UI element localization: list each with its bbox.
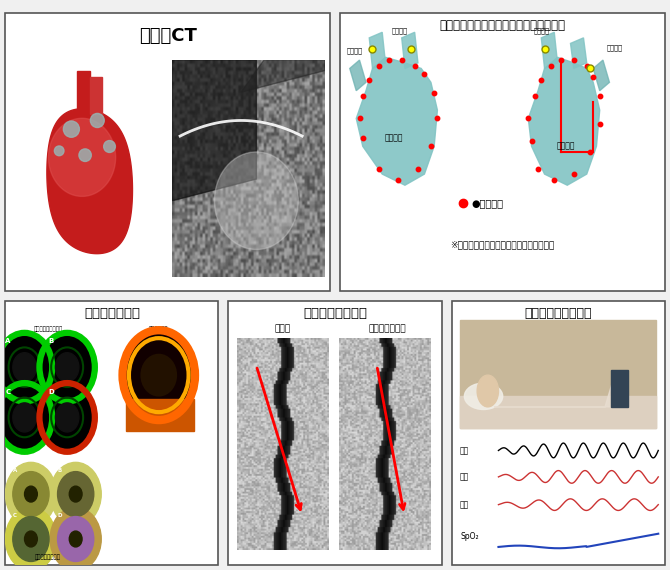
Ellipse shape — [464, 383, 502, 409]
Text: ※他に悪い場所があればその場で追加治療: ※他に悪い場所があればその場で追加治療 — [450, 241, 555, 250]
Text: B: B — [48, 339, 53, 344]
Text: C: C — [13, 512, 17, 518]
Ellipse shape — [79, 149, 91, 161]
Text: 腹壁: 腹壁 — [460, 500, 470, 509]
Circle shape — [56, 353, 79, 382]
Text: 睡眠時無呼吸の検査: 睡眠時無呼吸の検査 — [525, 307, 592, 320]
Text: C: C — [5, 389, 11, 394]
Bar — [611, 370, 628, 407]
Bar — [460, 396, 656, 428]
Polygon shape — [593, 60, 610, 91]
Text: 冠動脈血管内超音波: 冠動脈血管内超音波 — [34, 326, 62, 332]
Circle shape — [40, 333, 95, 402]
Circle shape — [69, 486, 82, 502]
Text: 左房後面: 左房後面 — [556, 142, 575, 151]
Circle shape — [13, 471, 49, 516]
Text: ●焼灼部位: ●焼灼部位 — [472, 198, 503, 208]
Text: 冠動脈血管内視鏡: 冠動脈血管内視鏡 — [35, 555, 61, 560]
Polygon shape — [570, 38, 587, 68]
Polygon shape — [172, 60, 257, 201]
Text: 胸郭: 胸郭 — [460, 473, 470, 482]
Bar — [460, 320, 656, 428]
Text: D: D — [58, 512, 62, 518]
Text: 治療前: 治療前 — [275, 324, 291, 333]
Text: 左肺静脈: 左肺静脈 — [392, 27, 408, 34]
Text: D: D — [48, 389, 54, 394]
Ellipse shape — [54, 146, 64, 156]
Text: B: B — [58, 467, 62, 473]
Circle shape — [5, 507, 56, 570]
Text: 冠動脈画像診断: 冠動脈画像診断 — [84, 307, 140, 320]
Polygon shape — [494, 386, 622, 407]
Circle shape — [13, 353, 36, 382]
Polygon shape — [47, 109, 133, 254]
Circle shape — [25, 531, 38, 547]
Circle shape — [56, 403, 79, 432]
Polygon shape — [402, 32, 418, 68]
Text: SpO₂: SpO₂ — [460, 532, 479, 541]
Ellipse shape — [64, 121, 79, 137]
Text: 気流: 気流 — [460, 446, 470, 455]
Circle shape — [25, 486, 38, 502]
Text: 下肢虚血の治療例: 下肢虚血の治療例 — [303, 307, 367, 320]
Circle shape — [0, 333, 52, 402]
Circle shape — [50, 462, 101, 526]
Circle shape — [13, 516, 49, 561]
Circle shape — [13, 403, 36, 432]
Polygon shape — [529, 58, 600, 185]
Text: 光干渉断層法: 光干渉断層法 — [149, 326, 169, 332]
Polygon shape — [541, 32, 557, 68]
Text: 発作性心房細動のカテーテル心筋焼灼術: 発作性心房細動のカテーテル心筋焼灼術 — [440, 19, 565, 32]
Polygon shape — [48, 119, 116, 197]
Circle shape — [5, 462, 56, 526]
Circle shape — [40, 383, 95, 452]
Polygon shape — [241, 60, 325, 92]
Ellipse shape — [90, 113, 105, 128]
Circle shape — [58, 471, 94, 516]
Polygon shape — [356, 58, 438, 185]
Bar — [126, 399, 194, 431]
Circle shape — [50, 507, 101, 570]
Ellipse shape — [477, 375, 498, 407]
Circle shape — [0, 383, 52, 452]
Text: 左肺静脈: 左肺静脈 — [533, 27, 549, 34]
Polygon shape — [369, 32, 385, 68]
Text: 右肺静脈: 右肺静脈 — [346, 47, 362, 54]
Text: 冠動脈CT: 冠動脈CT — [139, 27, 196, 46]
Circle shape — [146, 359, 172, 391]
Text: A: A — [5, 339, 11, 344]
Ellipse shape — [104, 141, 115, 152]
Text: 右肺静脈: 右肺静脈 — [606, 44, 622, 51]
Polygon shape — [350, 60, 366, 91]
Polygon shape — [90, 77, 102, 114]
Ellipse shape — [214, 152, 298, 250]
Polygon shape — [78, 71, 90, 114]
Circle shape — [69, 531, 82, 547]
Circle shape — [58, 516, 94, 561]
Circle shape — [123, 330, 195, 420]
Text: ステント留置後: ステント留置後 — [369, 324, 406, 333]
Text: 左房前面: 左房前面 — [385, 133, 403, 142]
Text: A: A — [13, 467, 17, 473]
